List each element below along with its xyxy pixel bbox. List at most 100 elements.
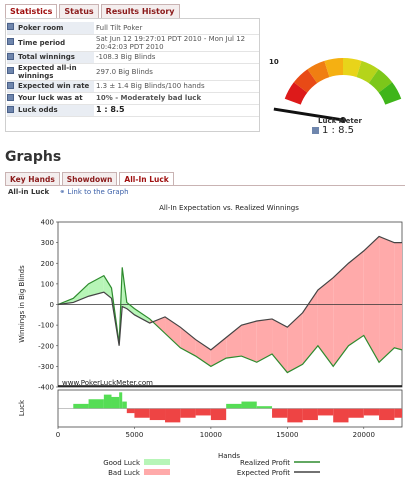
tab-key-hands[interactable]: Key Hands	[5, 172, 60, 186]
luck-bar	[394, 408, 402, 418]
luck-bar	[88, 399, 104, 409]
gauge-segment	[343, 58, 362, 78]
stats-row-win-rate: Expected win rate 1.3 ± 1.4 Big Blinds/1…	[7, 80, 259, 93]
info-square-icon	[7, 93, 14, 101]
bad-luck-area	[379, 236, 395, 363]
luck-bar	[348, 408, 364, 418]
luck-bar	[317, 408, 334, 416]
luck-bar	[379, 408, 395, 421]
tab-statistics[interactable]: Statistics	[5, 4, 58, 19]
stats-row-expected-winnings: Expected all-in winnings 297.0 Big Blind…	[7, 63, 259, 81]
bad-luck-area	[256, 318, 273, 363]
info-square-icon	[7, 81, 14, 89]
link-icon: ⚭	[59, 188, 66, 196]
all-in-luck-chart: All-In Expectation vs. Realized Winnings…	[0, 198, 409, 491]
gauge-segment	[293, 69, 318, 93]
allin-luck-label: All-in Luck	[8, 188, 50, 196]
tab-divider	[5, 185, 405, 186]
luck-bar	[126, 408, 135, 414]
bad-luck-area	[363, 236, 380, 363]
gauge-needle-value: 10	[269, 58, 279, 66]
bad-luck-area	[272, 318, 288, 373]
good-luck-area	[88, 275, 104, 297]
chart-x-label: Hands	[218, 452, 240, 460]
tab-status[interactable]: Status	[59, 4, 99, 19]
y-tick-label: 200	[41, 260, 54, 268]
luck-bar	[119, 392, 123, 409]
stats-row-luck: Your luck was at 10% - Moderately bad lu…	[7, 92, 259, 105]
stats-label: Total winnings	[16, 51, 94, 64]
luck-meter-odds: 1 : 8.5	[312, 125, 354, 136]
legend-label: Expected Profit	[237, 469, 290, 477]
chart-y-label: Winnings in Big Blinds	[18, 265, 26, 343]
luck-bar	[363, 408, 380, 416]
stats-value: 297.0 Big Blinds	[94, 63, 259, 81]
bad-luck-area	[210, 337, 227, 367]
bad-luck-area	[333, 263, 349, 367]
info-square-icon	[7, 52, 14, 60]
allin-link-bar: All-in Luck ⚭ Link to the Graph	[8, 188, 129, 196]
luck-bar	[210, 408, 227, 421]
x-tick-label: 0	[56, 431, 60, 439]
stats-label: Expected all-in winnings	[16, 63, 94, 81]
legend-label: Good Luck	[103, 459, 141, 467]
good-luck-area	[73, 283, 89, 303]
luck-bar	[226, 403, 242, 409]
legend-swatch	[144, 459, 170, 465]
y-tick-label: 100	[41, 280, 54, 288]
luck-bar	[287, 408, 303, 423]
stats-value: 10% - Moderately bad luck	[94, 92, 259, 105]
info-square-icon	[7, 38, 14, 45]
link-to-graph[interactable]: ⚭ Link to the Graph	[59, 188, 129, 196]
luck-bar	[73, 403, 89, 409]
y-tick-label: -100	[38, 322, 54, 330]
info-square-icon	[312, 126, 319, 134]
luck-bar	[333, 408, 349, 423]
bad-luck-area	[226, 325, 242, 359]
realized-profit-line	[57, 267, 403, 374]
good-luck-area	[134, 308, 150, 324]
legend-swatch	[144, 469, 170, 475]
stats-label: Luck odds	[16, 104, 94, 117]
stats-row-poker-room: Poker room Full Tilt Poker	[7, 22, 259, 35]
tab-all-in-luck[interactable]: All-In Luck	[119, 172, 174, 186]
graphs-heading: Graphs	[5, 149, 62, 165]
stats-value: 1 : 8.5	[94, 104, 259, 117]
tab-showdown[interactable]: Showdown	[61, 172, 118, 186]
stats-label: Expected win rate	[16, 80, 94, 93]
stats-row-luck-odds: Luck odds 1 : 8.5	[7, 104, 259, 117]
bad-luck-area	[317, 277, 334, 367]
chart-watermark: www.PokerLuckMeter.com	[62, 379, 153, 387]
bad-luck-area	[394, 242, 402, 350]
luck-meter-odds-value: 1 : 8.5	[322, 125, 354, 136]
stats-table: Poker room Full Tilt Poker Time period S…	[7, 22, 259, 117]
bad-luck-area	[180, 327, 196, 357]
good-luck-area	[126, 302, 135, 315]
expected-profit-line	[57, 235, 402, 351]
stats-value: Full Tilt Poker	[94, 22, 259, 35]
stats-value: -108.3 Big Blinds	[94, 51, 259, 64]
chart-luck-label: Luck	[18, 399, 26, 416]
luck-bar	[134, 408, 150, 418]
luck-bar	[111, 396, 120, 409]
y-tick-label: -200	[38, 342, 54, 350]
chart-title: All-In Expectation vs. Realized Winnings	[159, 204, 299, 212]
top-tabs: Statistics Status Results History	[5, 4, 182, 19]
info-square-icon	[7, 105, 14, 113]
stats-value: 1.3 ± 1.4 Big Blinds/100 hands	[94, 80, 259, 93]
stats-label: Poker room	[16, 22, 94, 35]
x-tick-label: 5000	[126, 431, 144, 439]
bad-luck-area	[241, 321, 257, 363]
luck-bar	[195, 408, 211, 416]
stats-label: Your luck was at	[16, 92, 94, 105]
tab-results-history[interactable]: Results History	[100, 4, 180, 19]
x-tick-label: 15000	[276, 431, 298, 439]
gauge-segment	[307, 60, 330, 84]
luck-bar	[149, 408, 166, 421]
stats-panel	[5, 18, 260, 132]
luck-bar	[122, 401, 127, 409]
luck-bar	[272, 408, 288, 418]
y-tick-label: 400	[41, 219, 54, 227]
gauge-needle	[273, 107, 344, 122]
bad-luck-area	[348, 250, 364, 346]
